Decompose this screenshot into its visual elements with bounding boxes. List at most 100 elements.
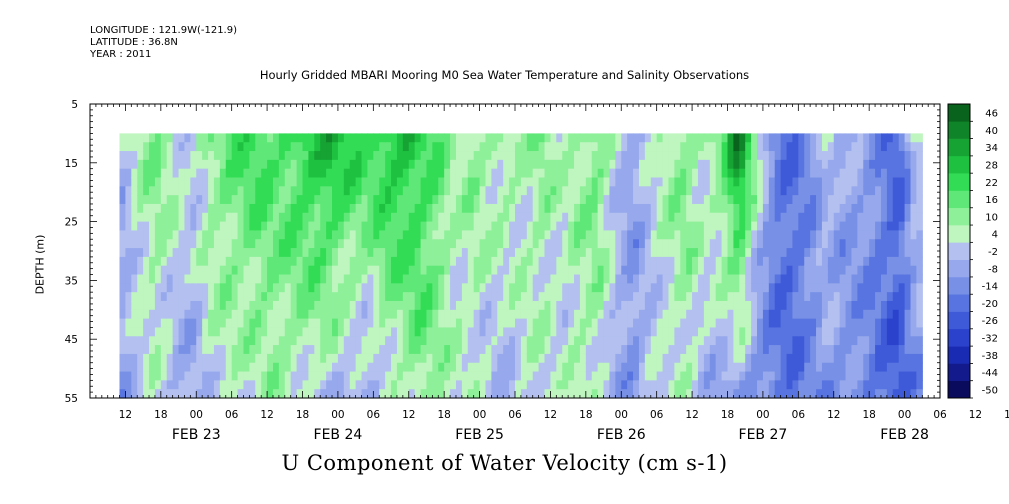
heatmap-cell — [733, 239, 740, 249]
heatmap-cell — [432, 362, 439, 373]
heatmap-cell — [414, 248, 422, 258]
heatmap-cell — [556, 292, 563, 302]
heatmap-cell — [178, 248, 186, 258]
heatmap-cell — [219, 186, 227, 196]
heatmap-cell — [751, 221, 758, 232]
heatmap-cell — [420, 186, 428, 196]
heatmap-cell — [621, 362, 628, 373]
heatmap-cell — [349, 353, 357, 364]
heatmap-cell — [225, 283, 233, 293]
heatmap-cell — [320, 380, 327, 390]
heatmap-cell — [450, 327, 457, 337]
heatmap-cell — [910, 212, 917, 223]
heatmap-cell — [361, 230, 369, 240]
heatmap-cell — [804, 300, 811, 311]
heatmap-cell — [662, 327, 670, 337]
heatmap-cell — [243, 327, 250, 337]
heatmap-cell — [869, 283, 876, 293]
heatmap-cell — [172, 159, 180, 170]
heatmap-cell — [467, 300, 475, 311]
heatmap-cell — [385, 221, 392, 232]
heatmap-cell — [520, 336, 528, 346]
heatmap-cell — [261, 345, 268, 355]
heatmap-cell — [332, 380, 339, 390]
heatmap-cell — [154, 159, 162, 170]
heatmap-cell — [538, 265, 546, 276]
heatmap-cell — [361, 274, 369, 284]
heatmap-cell — [125, 362, 132, 373]
heatmap-cell — [804, 265, 811, 276]
heatmap-cell — [278, 389, 286, 399]
heatmap-cell — [550, 142, 557, 152]
heatmap-cell — [491, 186, 498, 196]
heatmap-cell — [154, 353, 162, 364]
heatmap-cell — [143, 186, 150, 196]
heatmap-cell — [396, 300, 404, 311]
heatmap-cell — [202, 256, 209, 267]
heatmap-cell — [455, 283, 463, 293]
heatmap-cell — [219, 195, 227, 205]
heatmap-cell — [455, 389, 463, 399]
heatmap-cell — [875, 318, 882, 329]
heatmap-cell — [166, 336, 174, 346]
heatmap-cell — [402, 274, 410, 284]
heatmap-cell — [638, 159, 646, 170]
heatmap-cell — [420, 274, 428, 284]
heatmap-cell — [402, 168, 410, 179]
heatmap-cell — [869, 371, 876, 381]
heatmap-cell — [697, 371, 705, 381]
heatmap-cell — [880, 230, 888, 240]
heatmap-cell — [621, 142, 628, 152]
heatmap-cell — [538, 345, 546, 355]
heatmap-cell — [556, 336, 563, 346]
heatmap-cell — [296, 353, 304, 364]
heatmap-cell — [450, 142, 457, 152]
heatmap-cell — [284, 195, 292, 205]
heatmap-cell — [225, 362, 233, 373]
heatmap-cell — [178, 230, 186, 240]
heatmap-cell — [125, 318, 132, 329]
heatmap-cell — [272, 256, 280, 267]
heatmap-cell — [526, 159, 534, 170]
heatmap-cell — [355, 212, 363, 223]
heatmap-cell — [432, 300, 439, 311]
heatmap-cell — [662, 256, 670, 267]
colorbar-tick-label: -32 — [982, 333, 998, 344]
heatmap-cell — [851, 389, 858, 399]
heatmap-cell — [544, 212, 552, 223]
heatmap-cell — [243, 239, 250, 249]
heatmap-cell — [284, 256, 292, 267]
heatmap-cell — [751, 203, 758, 214]
heatmap-cell — [432, 380, 439, 390]
heatmap-cell — [255, 362, 262, 373]
colorbar-tick-label: 10 — [985, 212, 998, 223]
heatmap-cell — [898, 195, 906, 205]
heatmap-cell — [715, 389, 723, 399]
heatmap-cell — [627, 248, 634, 258]
heatmap-cell — [574, 195, 581, 205]
heatmap-cell — [733, 230, 740, 240]
heatmap-cell — [143, 159, 150, 170]
heatmap-cell — [208, 221, 215, 232]
heatmap-cell — [810, 300, 817, 311]
heatmap-cell — [721, 133, 729, 143]
heatmap-cell — [792, 195, 799, 205]
heatmap-cell — [379, 371, 386, 381]
heatmap-cell — [267, 265, 274, 276]
heatmap-cell — [208, 212, 215, 223]
heatmap-cell — [810, 371, 817, 381]
heatmap-cell — [568, 300, 575, 311]
heatmap-cell — [272, 283, 280, 293]
heatmap-cell — [231, 168, 239, 179]
heatmap-cell — [621, 389, 628, 399]
heatmap-cell — [202, 336, 209, 346]
heatmap-cell — [910, 142, 917, 152]
heatmap-cell — [491, 389, 498, 399]
heatmap-cell — [231, 177, 239, 187]
heatmap-cell — [886, 230, 894, 240]
heatmap-cell — [526, 177, 534, 187]
heatmap-cell — [172, 380, 180, 390]
heatmap-cell — [367, 159, 374, 170]
heatmap-cell — [450, 177, 457, 187]
heatmap-cell — [727, 151, 734, 161]
